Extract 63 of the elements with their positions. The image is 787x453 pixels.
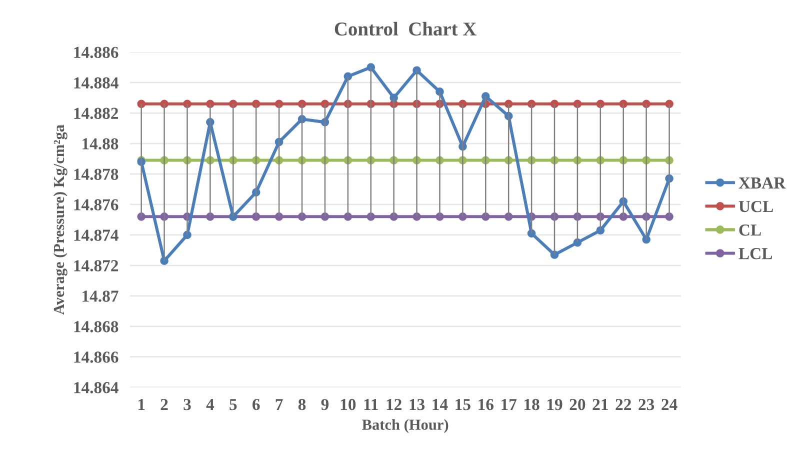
x-tick-label: 4 <box>206 399 214 410</box>
legend-label: XBAR <box>738 177 786 188</box>
y-tick-label: 14.87 <box>82 290 118 302</box>
point <box>252 100 260 108</box>
point <box>596 226 605 235</box>
x-tick-label: 10 <box>340 398 356 410</box>
x-tick-label: 2 <box>160 398 168 410</box>
x-tick-label: 20 <box>570 398 586 410</box>
point <box>527 229 536 238</box>
point <box>550 100 559 108</box>
point <box>344 212 352 221</box>
x-tick-label: 1 <box>138 398 145 410</box>
point <box>596 100 605 108</box>
y-tick-label: 14.868 <box>74 321 118 332</box>
y-tick-label: 14.872 <box>74 260 118 272</box>
x-tick-label: 6 <box>252 398 260 410</box>
point <box>320 100 330 108</box>
chart-title: Control Chart X <box>334 22 476 36</box>
legend-label: UCL <box>738 200 773 212</box>
point <box>573 100 582 108</box>
y-tick-label: 14.876 <box>74 199 118 210</box>
x-axis-title: Batch (Hour) <box>362 419 448 433</box>
x-tick-label: 19 <box>548 398 562 410</box>
legend-label: CL <box>739 224 761 236</box>
x-tick-label: 12 <box>386 398 402 410</box>
x-tick-label: 9 <box>321 398 329 410</box>
point <box>298 100 306 108</box>
x-tick-label: 22 <box>616 398 631 410</box>
y-tick-label: 14.88 <box>82 138 118 150</box>
x-tick-label: 21 <box>592 398 608 410</box>
x-tick-label: 3 <box>184 398 191 410</box>
point <box>504 100 513 108</box>
x-tick-label: 17 <box>502 398 517 410</box>
y-tick-label: 14.878 <box>74 168 118 180</box>
legend-label: LCL <box>738 248 772 260</box>
x-tick-label: 11 <box>364 398 378 410</box>
y-tick-label: 14.864 <box>74 382 118 394</box>
x-tick-label: 5 <box>230 399 237 410</box>
y-tick-label: 14.882 <box>74 108 118 120</box>
point <box>527 100 536 108</box>
point <box>320 212 330 221</box>
x-tick-label: 23 <box>638 398 654 410</box>
x-tick-label: 15 <box>456 398 470 410</box>
x-tick-label: 16 <box>478 398 494 410</box>
point <box>344 72 352 81</box>
y-tick-label: 14.874 <box>74 230 118 241</box>
y-tick-label: 14.886 <box>74 46 118 58</box>
x-tick-label: 24 <box>662 398 678 410</box>
x-tick-label: 7 <box>276 399 283 410</box>
y-tick-label: 14.866 <box>74 352 118 363</box>
point <box>274 212 284 221</box>
x-tick-label: 14 <box>432 398 448 410</box>
x-tick-label: 8 <box>298 398 306 410</box>
point <box>573 238 582 247</box>
point <box>550 250 559 259</box>
y-axis-title: Average (Pressure) Kg/cm²ga <box>53 124 68 315</box>
point <box>298 212 306 221</box>
point <box>504 212 513 221</box>
point <box>274 100 284 108</box>
point <box>252 212 260 221</box>
x-tick-label: 13 <box>410 398 425 410</box>
x-tick-label: 18 <box>524 398 540 410</box>
y-tick-label: 14.884 <box>74 77 118 89</box>
